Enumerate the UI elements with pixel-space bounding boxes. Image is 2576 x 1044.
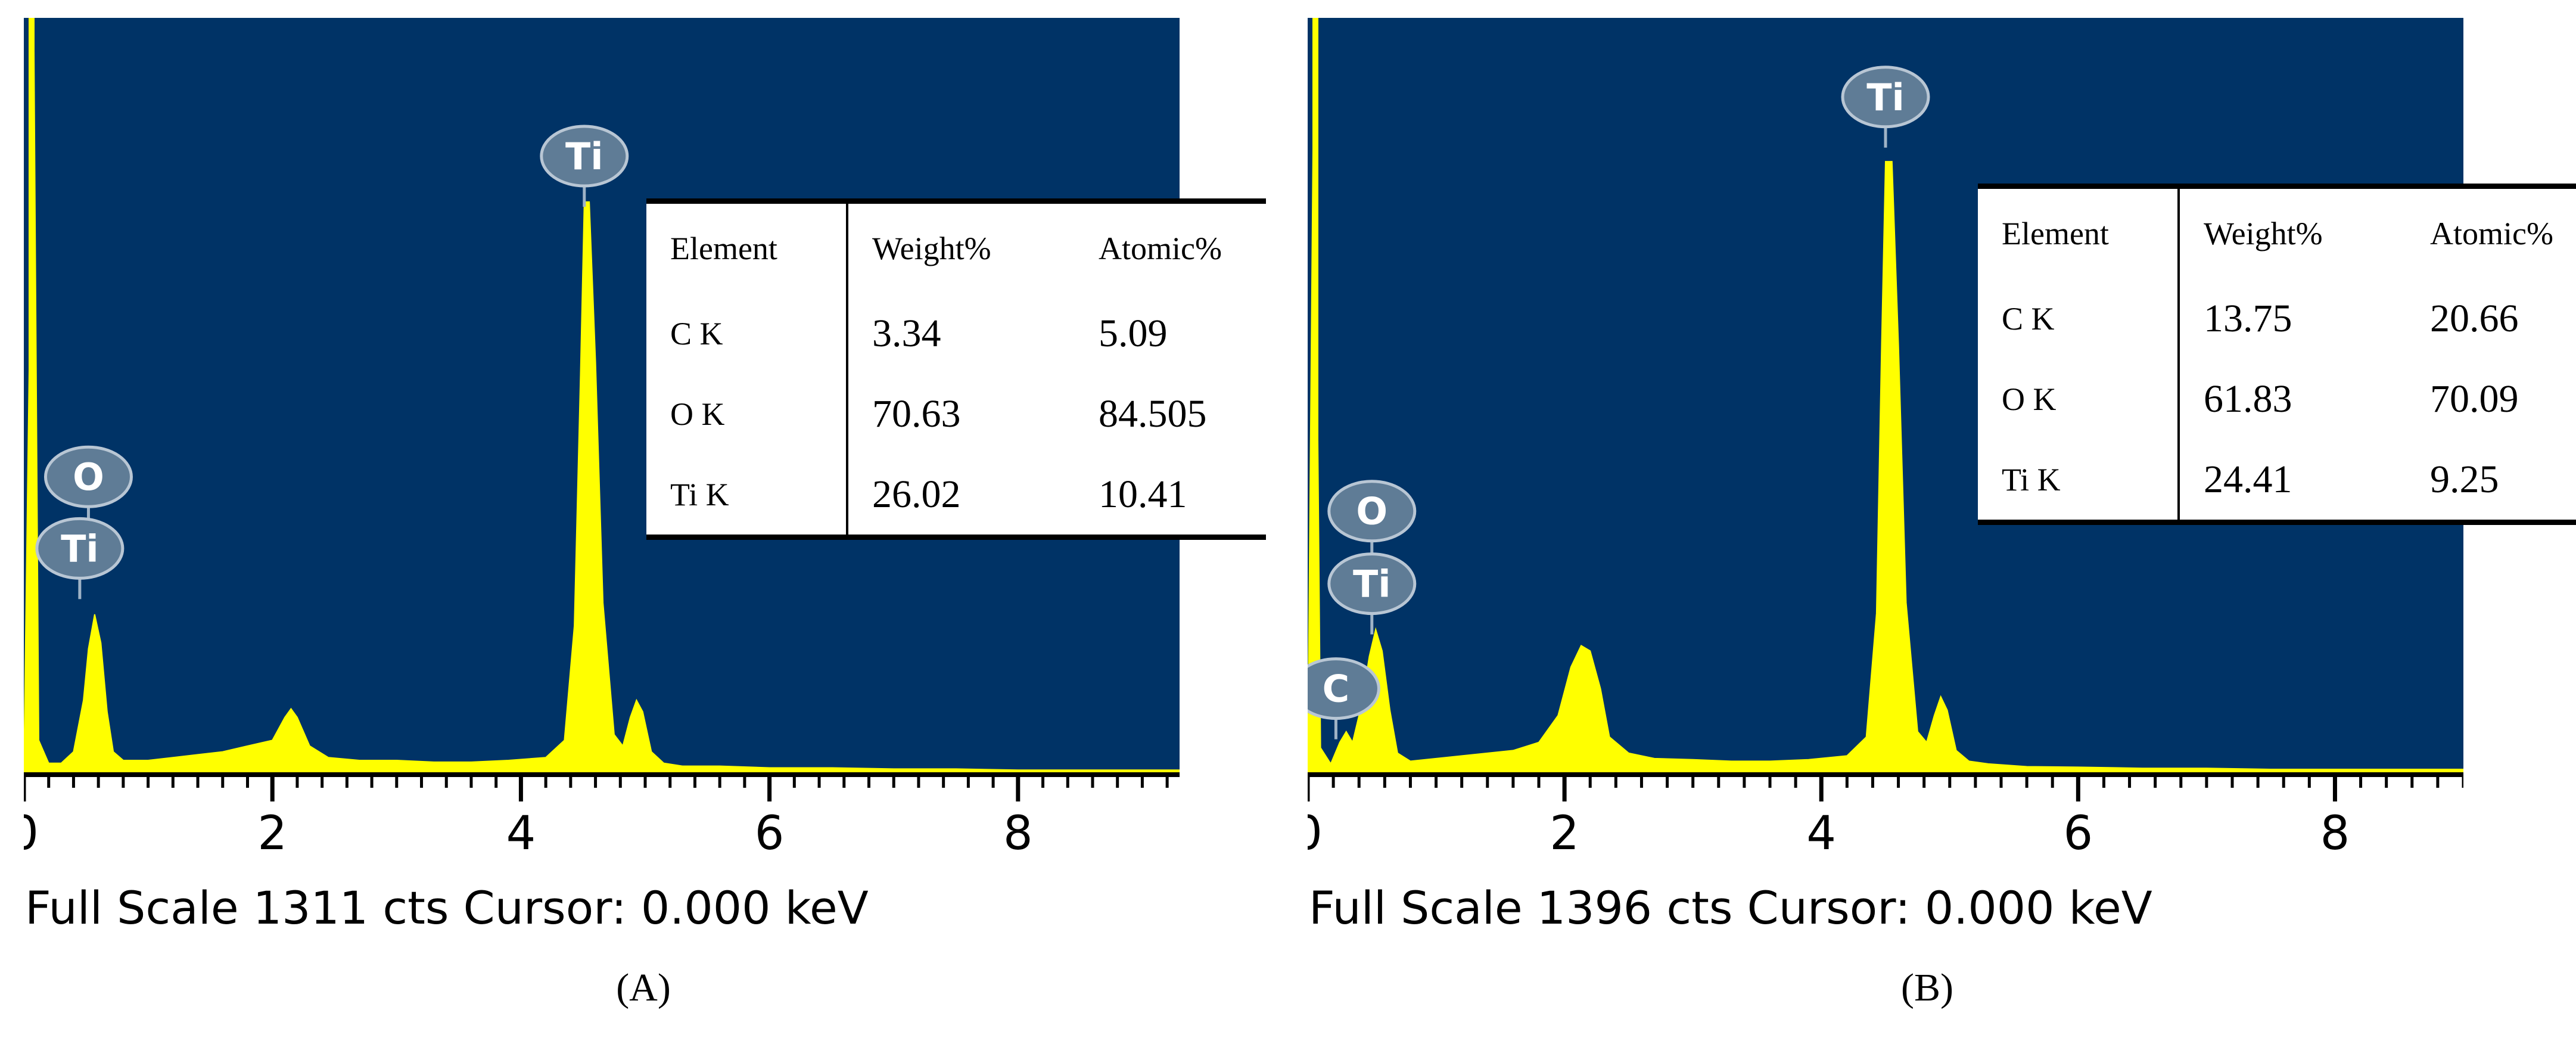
table-row: O K 61.83 70.09 bbox=[1978, 359, 2576, 439]
spectrum-series bbox=[1308, 23, 2463, 775]
x-tick-label: 0 bbox=[1308, 807, 1323, 860]
cell-atomic: 5.09 bbox=[1099, 311, 1168, 355]
spectrum-footer: Full Scale 1311 cts Cursor: 0.000 keV bbox=[25, 881, 869, 934]
composition-table-a: Element Weight% Atomic% C K 3.34 5.09 O … bbox=[646, 198, 1266, 540]
x-tick-label: 2 bbox=[1550, 807, 1579, 860]
cell-element: Ti K bbox=[646, 454, 848, 537]
cell-weight: 26.02 bbox=[872, 472, 961, 516]
table-row: C K 3.34 5.09 bbox=[646, 293, 1266, 374]
x-tick-label: 8 bbox=[1003, 807, 1033, 860]
peak-label: C bbox=[1308, 657, 1380, 740]
peak-label-text: O bbox=[1356, 490, 1387, 533]
x-tick-label: 6 bbox=[2064, 807, 2093, 860]
peak-label: O bbox=[43, 445, 133, 528]
peak-label-badge bbox=[1841, 66, 1930, 129]
table-row: Ti K 26.02 10.41 bbox=[646, 454, 1266, 537]
header-atomic: Atomic% bbox=[1099, 231, 1222, 266]
peak-label-badge bbox=[35, 517, 125, 580]
spectrum-footer: Full Scale 1396 cts Cursor: 0.000 keV bbox=[1309, 881, 2152, 934]
spectrum-series bbox=[24, 23, 1180, 775]
panel-label-b: (B) bbox=[1901, 966, 1953, 1009]
spectrum-panel-b: 0 2 4 6 8 Full Scale 1396 cts Cursor: 0.000 k… bbox=[1308, 18, 2576, 936]
peak-label-badge bbox=[1308, 657, 1380, 720]
cell-atomic: 9.25 bbox=[2430, 457, 2499, 501]
header-atomic: Atomic% bbox=[2430, 216, 2553, 251]
cell-atomic: 70.09 bbox=[2430, 377, 2519, 421]
cell-weight: 3.34 bbox=[872, 311, 941, 355]
peak-label: O bbox=[1327, 480, 1417, 562]
axis-strip bbox=[1308, 775, 2463, 936]
peak-label-text: O bbox=[73, 455, 104, 499]
cell-atomic: 84.505 bbox=[1099, 392, 1207, 436]
table-header-row: Element Weight% Atomic% bbox=[646, 201, 1266, 293]
header-weight: Weight% bbox=[2204, 216, 2323, 251]
panel-label-a: (A) bbox=[616, 966, 671, 1009]
cell-weight: 24.41 bbox=[2204, 457, 2292, 501]
peak-label-text: C bbox=[1323, 667, 1350, 711]
cell-element: C K bbox=[1978, 278, 2180, 359]
header-element: Element bbox=[1978, 186, 2180, 278]
x-tick-label: 4 bbox=[506, 807, 536, 860]
cell-atomic: 10.41 bbox=[1099, 472, 1187, 516]
cell-weight: 61.83 bbox=[2204, 377, 2292, 421]
composition-table-b: Element Weight% Atomic% C K 13.75 20.66 … bbox=[1978, 184, 2576, 525]
table-row: Ti K 24.41 9.25 bbox=[1978, 439, 2576, 523]
peak-label-badge bbox=[540, 125, 629, 188]
peak-label: Ti bbox=[35, 517, 125, 599]
cell-atomic: 20.66 bbox=[2430, 296, 2519, 340]
cell-element: O K bbox=[646, 374, 848, 454]
x-tick-label: 2 bbox=[257, 807, 287, 860]
x-tick-label: 6 bbox=[755, 807, 785, 860]
peak-label-text: Ti bbox=[1866, 76, 1905, 119]
header-element: Element bbox=[646, 201, 848, 293]
x-tick-label: 0 bbox=[24, 807, 39, 860]
table-header-row: Element Weight% Atomic% bbox=[1978, 186, 2576, 278]
cell-element: O K bbox=[1978, 359, 2180, 439]
x-tick-label: 4 bbox=[1806, 807, 1836, 860]
peak-label-text: Ti bbox=[565, 135, 603, 178]
peak-label: Ti bbox=[540, 125, 629, 207]
axis-strip bbox=[24, 775, 1180, 936]
cell-weight: 13.75 bbox=[2204, 296, 2292, 340]
table-row: O K 70.63 84.505 bbox=[646, 374, 1266, 454]
cell-element: C K bbox=[646, 293, 848, 374]
header-weight: Weight% bbox=[872, 231, 991, 266]
table-row: C K 13.75 20.66 bbox=[1978, 278, 2576, 359]
peak-label-badge bbox=[43, 445, 133, 508]
peak-label-badge bbox=[1327, 552, 1417, 616]
cell-element: Ti K bbox=[1978, 439, 2180, 523]
peak-label: Ti bbox=[1841, 66, 1930, 148]
cell-weight: 70.63 bbox=[872, 392, 961, 436]
spectrum-panel-a: 0 2 4 6 8 Full Scale 1311 cts Cursor: 0.000 k… bbox=[24, 18, 1266, 936]
x-tick-label: 8 bbox=[2320, 807, 2350, 860]
peak-label-badge bbox=[1327, 480, 1417, 543]
peak-label-text: Ti bbox=[61, 527, 99, 570]
peak-label-text: Ti bbox=[1353, 563, 1391, 606]
peak-label: Ti bbox=[1327, 552, 1417, 635]
